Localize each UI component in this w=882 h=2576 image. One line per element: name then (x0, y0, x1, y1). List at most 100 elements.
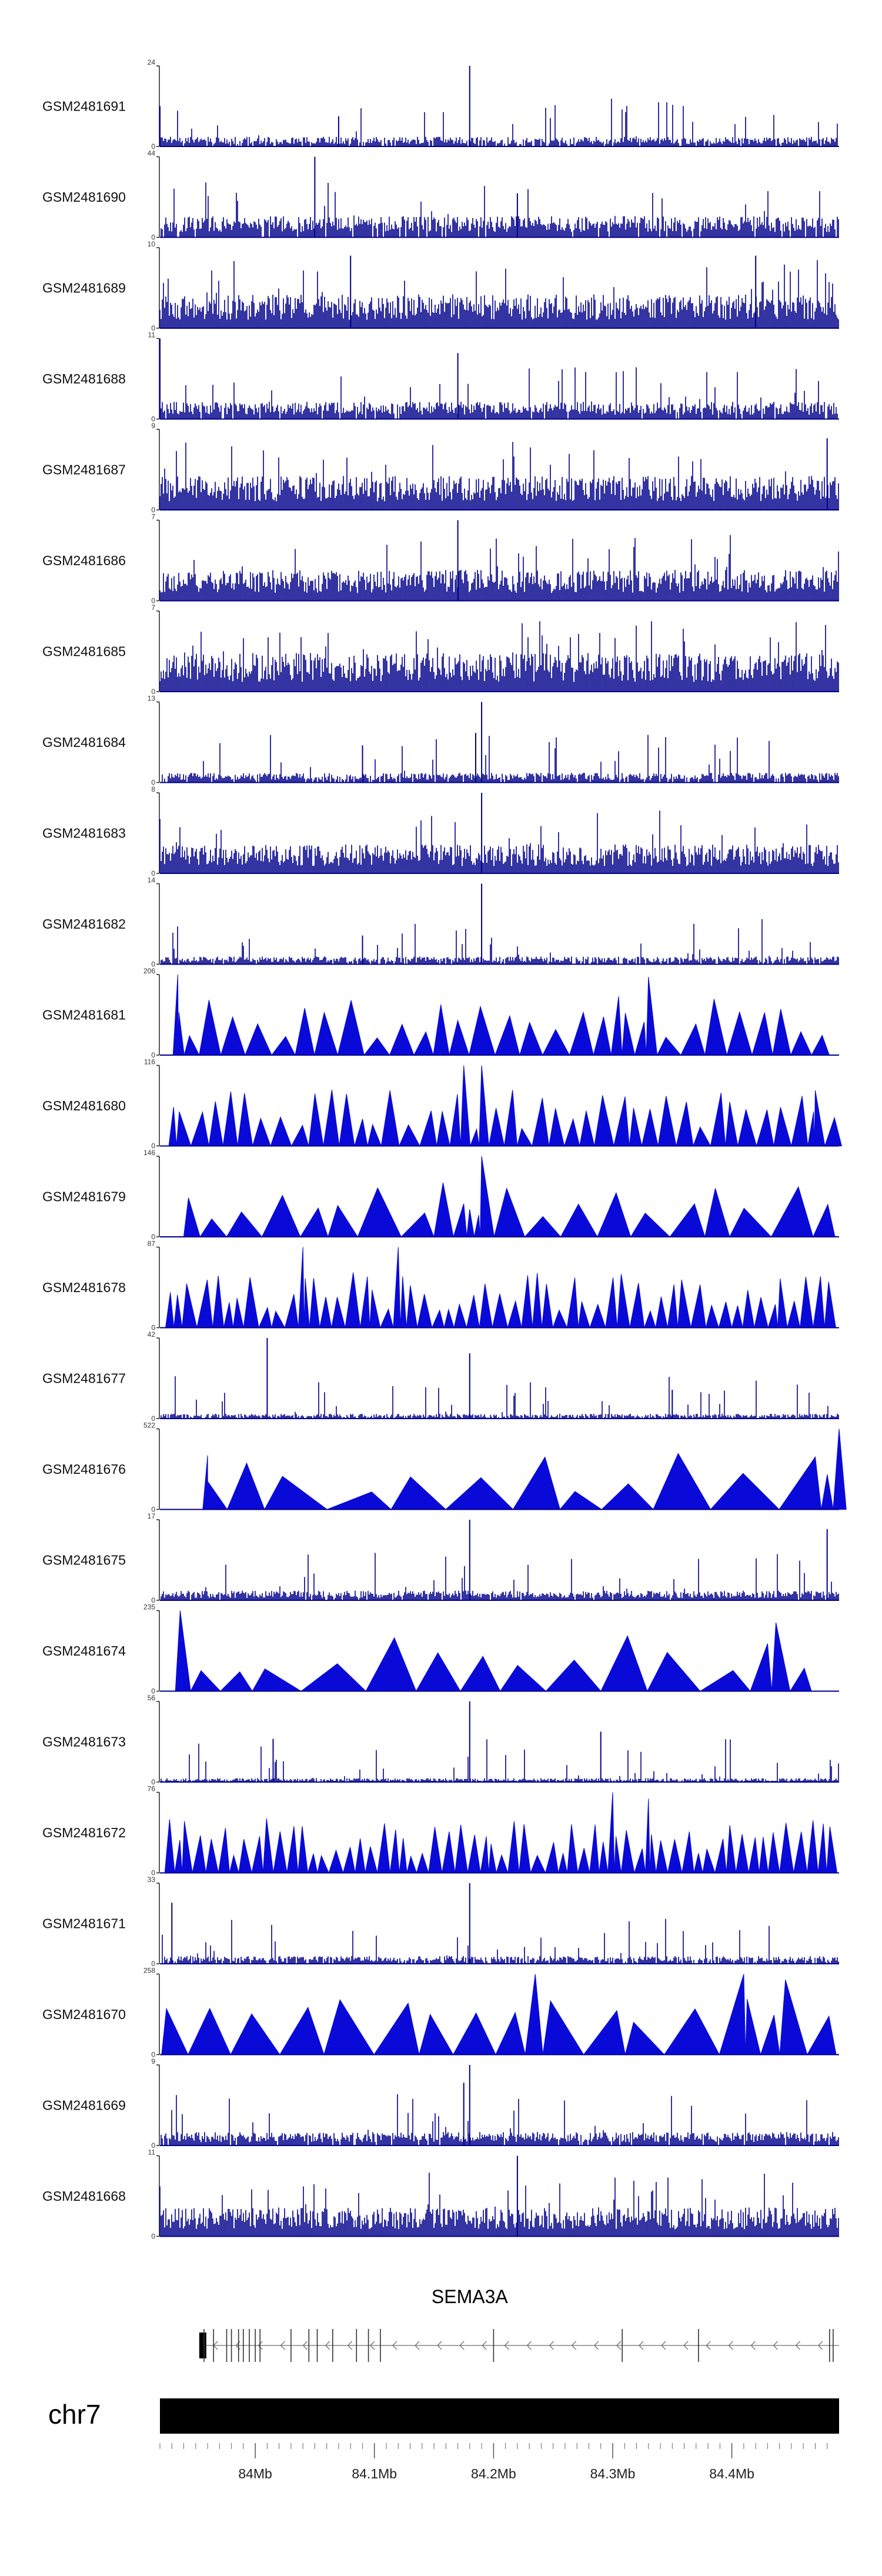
track-label: GSM2481670 (42, 2007, 126, 2022)
track-ymin-label: 0 (151, 1051, 155, 1059)
track-ymax-label: 11 (148, 331, 156, 339)
gene-name: SEMA3A (432, 2286, 508, 2307)
track-label: GSM2481682 (42, 916, 126, 932)
x-tick-label: 84.3Mb (590, 2466, 636, 2481)
strand-arrow (504, 2341, 509, 2350)
track-ymin-label: 0 (151, 1142, 155, 1150)
x-tick-label: 84.1Mb (352, 2466, 397, 2481)
track-GSM2481674: GSM2481674 235 0 (42, 1603, 839, 1696)
strand-arrow (638, 2341, 644, 2350)
track-label: GSM2481674 (42, 1643, 126, 1659)
track-ymax-label: 522 (143, 1422, 155, 1430)
track-ymin-label: 0 (151, 1233, 155, 1241)
track-ymax-label: 258 (143, 1967, 155, 1975)
track-label: GSM2481669 (42, 2098, 126, 2113)
coverage-bars (159, 535, 839, 601)
track-ymin-label: 0 (151, 506, 155, 514)
track-ymax-label: 7 (151, 603, 155, 612)
track-GSM2481676: GSM2481676 522 0 (42, 1422, 847, 1514)
strand-arrow (482, 2341, 487, 2350)
track-label: GSM2481673 (42, 1734, 126, 1750)
chromosome-label: chr7 (48, 2399, 101, 2430)
track-ymin-label: 0 (151, 142, 155, 151)
coverage-bars (161, 919, 839, 965)
track-ymax-label: 87 (148, 1240, 156, 1248)
track-ymax-label: 206 (143, 967, 155, 975)
track-label: GSM2481690 (42, 189, 126, 205)
strand-arrow (526, 2341, 532, 2350)
track-ymin-label: 0 (151, 2051, 155, 2059)
coverage-bars (161, 1376, 839, 1419)
track-label: GSM2481680 (42, 1098, 126, 1113)
strand-arrow (549, 2341, 554, 2350)
track-label: GSM2481676 (42, 1461, 126, 1477)
track-ymax-label: 11 (148, 2148, 156, 2157)
track-ymax-label: 13 (148, 695, 156, 703)
track-ymin-label: 0 (151, 1324, 155, 1332)
track-label: GSM2481678 (42, 1280, 126, 1295)
track-GSM2481682: GSM2481682 14 0 (42, 876, 839, 969)
track-ymin-label: 0 (151, 1414, 155, 1423)
x-tick-label: 84.2Mb (471, 2466, 516, 2481)
track-label: GSM2481688 (42, 371, 126, 386)
track-ymax-label: 116 (144, 1058, 155, 1066)
track-GSM2481672: GSM2481672 76 0 (42, 1785, 839, 1877)
track-ymin-label: 0 (151, 960, 155, 969)
track-GSM2481669: GSM2481669 9 0 (42, 2057, 839, 2150)
strand-arrow (795, 2341, 801, 2350)
track-GSM2481668: GSM2481668 11 0 (42, 2148, 839, 2241)
coverage-bars (161, 2094, 839, 2145)
track-GSM2481677: GSM2481677 42 0 (42, 1330, 839, 1423)
track-GSM2481687: GSM2481687 9 0 (42, 422, 839, 514)
track-ymin-label: 0 (151, 1869, 155, 1877)
coverage-bars (161, 182, 839, 238)
strand-arrow (817, 2341, 823, 2350)
strand-arrow (773, 2341, 779, 2350)
track-GSM2481683: GSM2481683 8 0 (42, 785, 839, 877)
strand-arrow (280, 2341, 285, 2350)
track-ymax-label: 33 (148, 1876, 156, 1884)
coverage-area (161, 1974, 837, 2056)
strand-arrow (415, 2341, 420, 2350)
coverage-area (165, 1247, 836, 1329)
coverage-area (164, 1792, 838, 1874)
track-ymin-label: 0 (151, 688, 155, 696)
track-GSM2481670: GSM2481670 258 0 (42, 1967, 839, 2059)
strand-arrow (706, 2341, 711, 2350)
track-ymax-label: 42 (148, 1330, 156, 1339)
strand-arrow (369, 2341, 375, 2350)
track-GSM2481678: GSM2481678 87 0 (42, 1240, 839, 1332)
track-ymin-label: 0 (151, 415, 155, 423)
track-ymax-label: 44 (148, 149, 156, 158)
track-label: GSM2481683 (42, 826, 126, 841)
strand-arrow (661, 2341, 666, 2350)
track-ymin-label: 0 (151, 1596, 155, 1604)
strand-arrow (302, 2341, 308, 2350)
coverage-bars (159, 260, 839, 328)
track-label: GSM2481689 (42, 281, 126, 296)
track-ymax-label: 56 (148, 1694, 156, 1702)
track-ymin-label: 0 (151, 1778, 155, 1786)
strand-arrow (459, 2341, 465, 2350)
chromosome-ideogram: chr7 (48, 2398, 839, 2434)
strand-arrow (258, 2341, 263, 2350)
track-label: GSM2481677 (42, 1371, 126, 1386)
track-label: GSM2481668 (42, 2188, 126, 2204)
track-label: GSM2481684 (42, 735, 126, 750)
coverage-bars (161, 367, 838, 419)
track-label: GSM2481687 (42, 462, 126, 478)
track-ymin-label: 0 (151, 324, 155, 332)
track-label: GSM2481686 (42, 553, 126, 568)
track-ymax-label: 10 (148, 240, 156, 248)
track-label: GSM2481681 (42, 1007, 126, 1023)
coverage-area (202, 1429, 847, 1510)
coverage-bars (159, 621, 839, 692)
coverage-area (183, 1156, 836, 1238)
track-ymin-label: 0 (151, 1687, 155, 1696)
track-ymax-label: 9 (151, 422, 155, 430)
coverage-bars (162, 735, 839, 783)
coverage-tracks: GSM2481691240GSM2481690440GSM2481689100G… (42, 58, 847, 2241)
track-GSM2481680: GSM2481680 116 0 (42, 1058, 843, 1150)
strand-arrow (616, 2341, 622, 2350)
